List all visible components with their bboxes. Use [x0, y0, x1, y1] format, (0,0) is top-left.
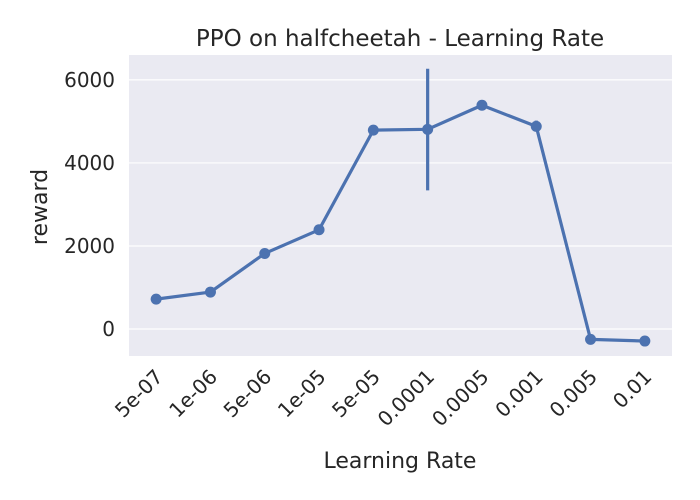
y-tick-label: 6000 [64, 68, 115, 92]
data-point [530, 120, 542, 132]
chart-title: PPO on halfcheetah - Learning Rate [196, 26, 604, 52]
grid [129, 79, 672, 330]
x-tick-label: 5e-06 [219, 365, 277, 423]
data-point [313, 224, 325, 236]
series-layer [150, 68, 651, 347]
y-tick-label: 2000 [64, 234, 115, 258]
x-tick-label: 1e-06 [164, 365, 222, 423]
x-tick-label: 0.005 [545, 365, 602, 422]
data-point [639, 335, 651, 347]
plot-area [129, 55, 672, 356]
data-point [367, 124, 379, 136]
x-tick-label: 1e-05 [273, 365, 331, 423]
x-tick-label: 0.0001 [373, 365, 439, 431]
data-point [585, 333, 597, 345]
x-tick-label: 0.0005 [427, 365, 493, 431]
x-tick-label: 5e-07 [110, 365, 168, 423]
y-axis-label: reward [28, 169, 53, 245]
data-point [422, 123, 434, 135]
y-tick-labels: 0 2000 4000 6000 [64, 68, 115, 341]
x-tick-label: 0.01 [608, 365, 656, 413]
x-tick-label: 0.001 [490, 365, 547, 422]
x-tick-labels: 5e-071e-065e-061e-055e-050.00010.00050.0… [110, 365, 656, 431]
y-tick-label: 0 [102, 317, 115, 341]
series-line [155, 103, 645, 343]
x-axis-label: Learning Rate [324, 449, 477, 474]
data-point [204, 286, 216, 298]
data-point [150, 293, 162, 305]
y-tick-label: 4000 [64, 151, 115, 175]
data-point [476, 99, 488, 111]
data-point [259, 247, 271, 259]
